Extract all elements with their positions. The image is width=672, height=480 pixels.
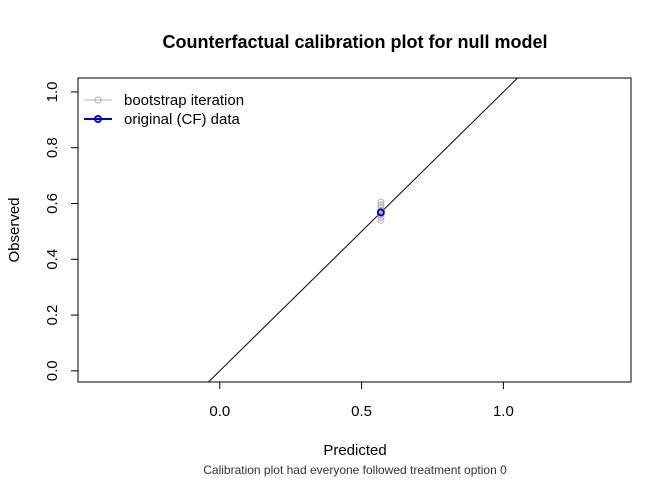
series-original xyxy=(376,208,385,217)
y-axis-title: Observed xyxy=(6,197,23,262)
legend-label-original: original (CF) data xyxy=(124,111,241,128)
y-tick-label: 0.2 xyxy=(44,305,61,326)
reference-line xyxy=(208,77,518,383)
x-tick-label: 0.0 xyxy=(209,403,230,420)
x-axis-title: Predicted xyxy=(323,442,386,459)
legend-label-bootstrap: bootstrap iteration xyxy=(124,92,244,109)
bootstrap-point xyxy=(377,198,385,206)
y-tick-label: 1.0 xyxy=(44,82,61,103)
chart-subtitle: Calibration plot had everyone followed t… xyxy=(203,463,507,477)
y-tick-label: 0.0 xyxy=(44,360,61,381)
bootstrap-point xyxy=(377,201,385,209)
legend-marker-bootstrap xyxy=(94,96,102,104)
y-tick-label: 0.8 xyxy=(44,137,61,158)
y-tick-label: 0.6 xyxy=(44,193,61,214)
y-tick-label: 0.4 xyxy=(44,249,61,270)
chart-title: Counterfactual calibration plot for null… xyxy=(162,32,547,52)
legend: bootstrap iteration original (CF) data xyxy=(84,92,244,128)
original-point xyxy=(376,208,385,217)
x-tick-label: 0.5 xyxy=(351,403,372,420)
x-tick-label: 1.0 xyxy=(493,403,514,420)
legend-marker-original xyxy=(94,115,102,123)
